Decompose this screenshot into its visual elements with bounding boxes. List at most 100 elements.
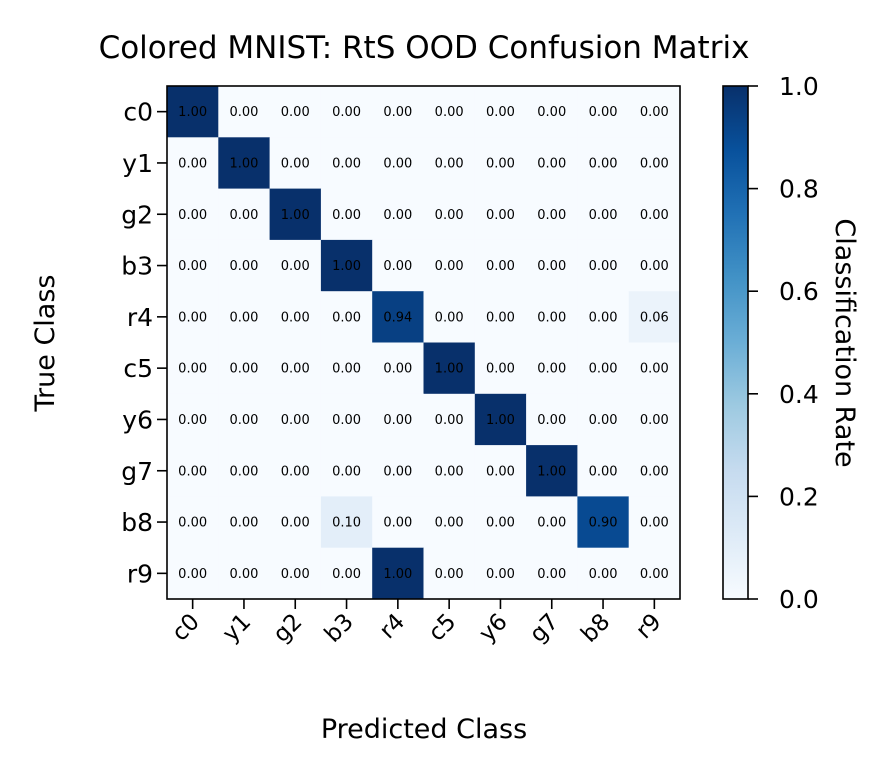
heatmap-cell bbox=[372, 291, 424, 343]
cell-value-label: 1.00 bbox=[537, 464, 566, 479]
cell-value-label: 0.00 bbox=[332, 208, 361, 223]
cell-value-label: 0.00 bbox=[281, 516, 310, 531]
y-tick-label: r4 bbox=[127, 303, 153, 332]
y-tick-label: b8 bbox=[121, 508, 153, 537]
heatmap-cell bbox=[526, 188, 578, 241]
heatmap-cell bbox=[577, 137, 630, 189]
heatmap-cell bbox=[218, 393, 270, 446]
heatmap-cell bbox=[423, 291, 476, 343]
cell-value-label: 0.10 bbox=[332, 516, 361, 531]
x-axis-label: Predicted Class bbox=[321, 714, 527, 745]
heatmap-cell bbox=[474, 393, 527, 446]
colorbar bbox=[722, 85, 749, 600]
cell-value-label: 0.00 bbox=[589, 464, 618, 479]
cell-value-label: 0.00 bbox=[640, 516, 669, 531]
x-tick-label: g2 bbox=[268, 609, 307, 648]
cell-value-label: 1.00 bbox=[281, 208, 310, 223]
x-tick-label: g7 bbox=[525, 609, 564, 648]
cell-value-label: 0.00 bbox=[281, 310, 310, 325]
heatmap-cell bbox=[167, 342, 219, 395]
y-axis: c0 y1 g2 b3 r4 c5 y6 g7 b8 r9 bbox=[121, 98, 167, 588]
heatmap-cell bbox=[474, 239, 527, 292]
heatmap-cell bbox=[372, 393, 424, 446]
cell-value-label: 0.00 bbox=[229, 464, 258, 479]
y-tick-label: r9 bbox=[127, 559, 153, 588]
cell-value-label: 0.00 bbox=[537, 208, 566, 223]
cell-value-label: 0.00 bbox=[435, 464, 464, 479]
heatmap-cell bbox=[577, 342, 630, 395]
cell-value-label: 1.00 bbox=[178, 105, 207, 120]
x-tick-label: c5 bbox=[424, 609, 462, 647]
cell-value-label: 0.00 bbox=[435, 516, 464, 531]
heatmap-cell bbox=[577, 445, 630, 497]
heatmap-cell bbox=[423, 496, 476, 549]
cell-value-label: 1.00 bbox=[435, 362, 464, 377]
cell-value-label: 0.00 bbox=[229, 362, 258, 377]
heatmap-cell bbox=[628, 188, 681, 241]
heatmap-cell bbox=[577, 547, 630, 600]
cell-value-label: 0.00 bbox=[537, 516, 566, 531]
cell-value-label: 0.00 bbox=[589, 362, 618, 377]
heatmap-cell bbox=[423, 393, 476, 446]
heatmap-cell bbox=[372, 86, 424, 138]
heatmap-cell bbox=[628, 239, 681, 292]
heatmap-cell bbox=[372, 496, 424, 549]
heatmap-cell bbox=[474, 342, 527, 395]
cell-value-label: 0.00 bbox=[486, 516, 515, 531]
x-tick-label: y1 bbox=[218, 609, 256, 647]
heatmap-cell bbox=[320, 137, 373, 189]
heatmap-cell bbox=[320, 188, 373, 241]
heatmap-cell bbox=[269, 137, 322, 189]
y-tick-label: y1 bbox=[122, 149, 153, 178]
heatmap-cell bbox=[167, 547, 219, 600]
heatmap-cell bbox=[423, 188, 476, 241]
heatmap-cell bbox=[320, 547, 373, 600]
cell-value-label: 0.00 bbox=[589, 259, 618, 274]
x-tick-label: b3 bbox=[320, 609, 359, 648]
x-tick-label: r4 bbox=[375, 609, 410, 644]
heatmap-cell bbox=[628, 342, 681, 395]
cell-value-label: 0.00 bbox=[229, 567, 258, 582]
heatmap-cell bbox=[577, 188, 630, 241]
plot-frame bbox=[166, 85, 681, 600]
cell-value-label: 0.00 bbox=[332, 464, 361, 479]
cell-value-label: 0.00 bbox=[640, 208, 669, 223]
colorbar-tick-label: 0.8 bbox=[779, 175, 819, 204]
heatmap-cell bbox=[474, 86, 527, 138]
y-axis-label: True Class bbox=[30, 275, 61, 413]
y-tick-label: c0 bbox=[123, 98, 153, 127]
cell-value-label: 0.00 bbox=[229, 208, 258, 223]
heatmap-cell bbox=[320, 342, 373, 395]
cell-value-label: 0.00 bbox=[178, 516, 207, 531]
cell-value-label: 0.00 bbox=[486, 208, 515, 223]
cell-value-label: 0.94 bbox=[383, 310, 412, 325]
heatmap-cell bbox=[372, 445, 424, 497]
heatmap-cell bbox=[167, 445, 219, 497]
cell-value-label: 0.00 bbox=[281, 259, 310, 274]
cell-value-label: 0.00 bbox=[435, 208, 464, 223]
heatmap-cell bbox=[372, 342, 424, 395]
cell-value-label: 0.00 bbox=[435, 105, 464, 120]
heatmap-cell bbox=[320, 86, 373, 138]
cell-value-label: 0.00 bbox=[589, 310, 618, 325]
heatmap-cell bbox=[218, 86, 270, 138]
cell-value-label: 0.00 bbox=[640, 259, 669, 274]
heatmap-cell bbox=[628, 445, 681, 497]
heatmap-cell bbox=[167, 496, 219, 549]
cell-value-label: 0.00 bbox=[383, 208, 412, 223]
colorbar-axis: 0.0 0.2 0.4 0.6 0.8 1.0 bbox=[748, 72, 819, 614]
colorbar-tick-label: 0.2 bbox=[779, 482, 819, 511]
heatmap-cell bbox=[526, 496, 578, 549]
heatmap-cell bbox=[474, 445, 527, 497]
cell-value-label: 0.00 bbox=[178, 156, 207, 171]
cell-value-label: 0.00 bbox=[435, 413, 464, 428]
cell-value-label: 0.00 bbox=[178, 362, 207, 377]
cell-value-label: 0.00 bbox=[229, 310, 258, 325]
cell-value-label: 0.00 bbox=[178, 310, 207, 325]
heatmap-cell bbox=[474, 291, 527, 343]
cell-value-label: 0.00 bbox=[537, 259, 566, 274]
heatmap-cell bbox=[423, 547, 476, 600]
heatmap-cell bbox=[269, 547, 322, 600]
x-tick-label: b8 bbox=[576, 609, 615, 648]
